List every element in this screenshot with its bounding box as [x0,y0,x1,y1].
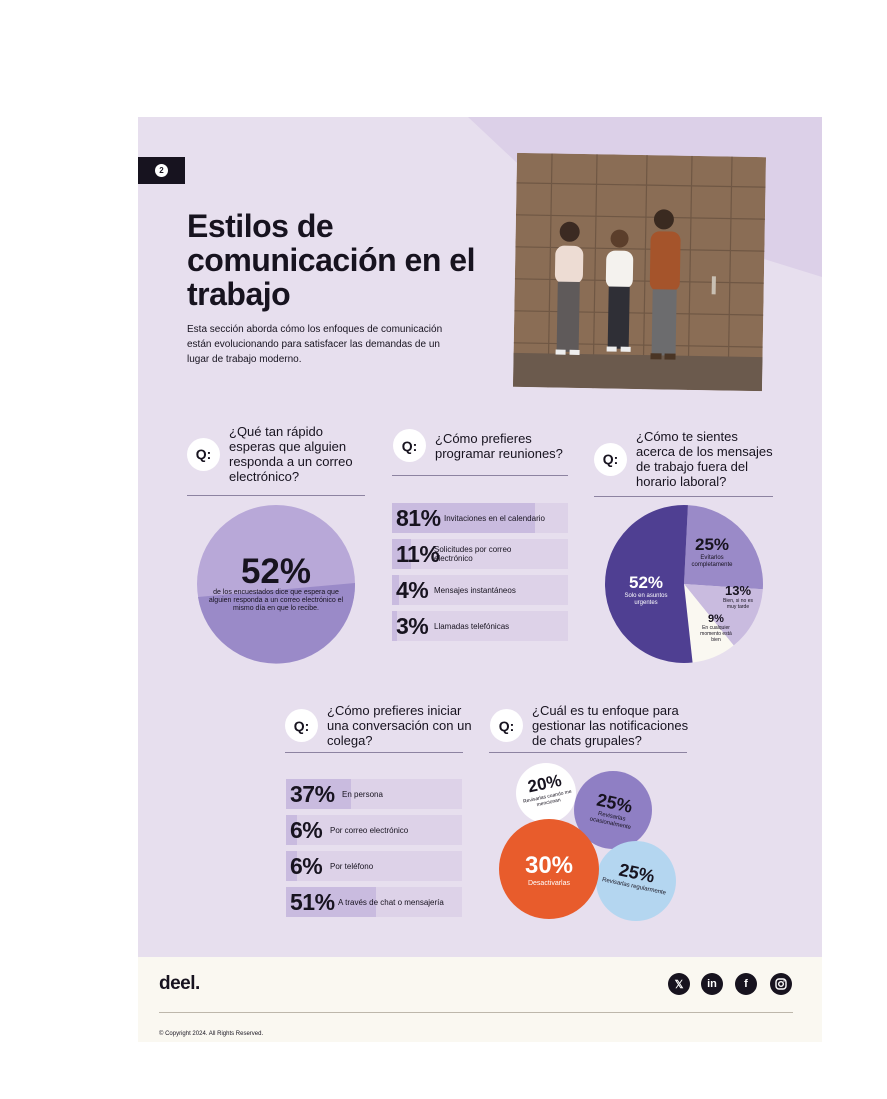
q2-bar-row: 4% Mensajes instantáneos [392,575,568,605]
page-number: 2 [155,164,168,177]
q2-bar-pct: 4% [396,577,429,603]
q3-slice-3-text: 13% Bien, si no es muy tarde [720,583,756,610]
q5-bubble-4 [596,841,676,921]
q3-header: Q: ¿Cómo te sientes acerca de los mensaj… [594,429,776,489]
q1-header: Q: ¿Qué tan rápido esperas que alguien r… [187,424,359,484]
q4-bar-row: 37% En persona [286,779,462,809]
q2-divider [392,475,568,476]
q5-question: ¿Cuál es tu enfoque para gestionar las n… [532,703,689,748]
q1-question: ¿Qué tan rápido esperas que alguien resp… [229,424,353,484]
page-number-badge: 2 [138,157,185,184]
q4-bar-fill [286,815,297,845]
q4-header: Q: ¿Cómo prefieres iniciar una conversac… [285,703,477,748]
q3-slice-4-pct: 9% [708,613,724,625]
q2-bar-fill [392,575,400,605]
q2-bar-label: Invitaciones en el calendario [444,513,545,523]
q4-bar-fill [286,851,297,881]
q4-bar-pct: 6% [290,853,323,879]
q5-bubble-2 [574,771,652,849]
q3-slice-3-pct: 13% [724,583,752,598]
q3-pie-slice [605,505,693,663]
x-icon[interactable]: 𝕏 [668,973,690,995]
q3-slice-4-label: En cualquier momento está bien [700,625,732,643]
q4-bar-label: Por correo electrónico [330,825,409,835]
q1-circle-chart: 52% [197,505,356,664]
q2-badge: Q: [393,429,426,462]
q4-divider [285,752,463,753]
footer: deel. 𝕏 in f © Copyright 2024. All Right… [138,957,822,1042]
q2-bar-row: 3% Llamadas telefónicas [392,611,568,641]
q3-slice-4-text: 9% En cualquier momento está bien [698,613,734,643]
q1-badge: Q: [187,437,220,471]
q5-badge: Q: [490,709,523,742]
q2-header: Q: ¿Cómo prefieres programar reuniones? [393,429,565,462]
q2-bar-fill [392,611,398,641]
q2-bar-label: Llamadas telefónicas [434,621,510,631]
q4-bar-fill [286,887,376,917]
infographic-page: 2 Estilos de comunicación en el trabajo … [138,117,822,957]
q3-pie-slice [684,584,763,646]
q3-badge: Q: [594,442,627,476]
q3-slice-2-label: Evítarlos completamente [691,555,733,568]
q3-slice-3-label: Bien, si no es muy tarde [722,598,754,610]
office-photo [512,152,767,392]
q4-bar-pct: 6% [290,817,323,843]
q4-bar-row: 6% Por correo electrónico [286,815,462,845]
q3-question: ¿Cómo te sientes acerca de los mensajes … [636,429,773,489]
q5-bubble-3-label: Desactivarlas [527,880,570,887]
q3-slice-2-pct: 25% [694,535,730,554]
q2-bar-pct: 81% [396,505,441,531]
q2-bar-pct: 11% [396,541,440,567]
intro-text: Esta sección aborda cómo los enfoques de… [187,324,443,365]
copyright-text: © Copyright 2024. All Rights Reserved. [159,1031,264,1037]
q1-caption: de los encuestados dice que espera que a… [208,589,344,612]
q3-pie-slice [684,505,763,590]
q2-question: ¿Cómo prefieres programar reuniones? [435,430,563,461]
page-title: Estilos de comunicación en el trabajo [187,208,475,312]
q2-bar-fill [392,503,535,533]
q1-divider [187,495,365,496]
q2-bar-pct: 3% [396,613,429,639]
q5-divider [489,752,687,753]
q2-bar-row: 81% Invitaciones en el calendario [392,503,568,533]
q3-slice-1-label: Solo en asuntos urgentes [624,593,668,606]
q2-bar-label: Mensajes instantáneos [434,585,516,595]
q3-slice-1-text: 52% Solo en asuntos urgentes [613,573,679,607]
q4-bar-label: En persona [342,789,383,799]
q4-badge: Q: [285,709,318,742]
q4-bar-fill [286,779,352,809]
q5-bubble-3-pct: 30% [524,852,574,879]
q5-bubble-1 [516,763,576,823]
q4-bar-row: 6% Por teléfono [286,851,462,881]
q1-value: 52% [241,552,311,591]
footer-divider [159,1012,793,1013]
q4-bar-pct: 51% [290,889,335,915]
q4-bar-row: 51% A través de chat o mensajería [286,887,462,917]
linkedin-icon[interactable]: in [701,973,723,995]
q5-bubble-chart [499,763,676,921]
q5-header: Q: ¿Cuál es tu enfoque para gestionar la… [490,703,692,748]
q3-slice-2-text: 25% Evítarlos completamente [684,535,740,569]
q2-bar-row: 11% Solicitudes por correo electrónico [392,539,568,569]
q4-question: ¿Cómo prefieres iniciar una conversación… [327,703,472,748]
q5-bubble-3-text: 30% Desactivarlas [509,852,589,888]
q2-bar-label: Solicitudes por correo electrónico [434,545,512,563]
q4-bar-label: A través de chat o mensajería [338,897,444,907]
instagram-icon[interactable] [770,973,792,995]
q3-pie-chart [605,505,763,663]
q3-pie-slice [684,584,734,663]
q4-bar-label: Por teléfono [330,861,374,871]
q3-divider [594,496,773,497]
q2-bar-fill [392,539,412,569]
facebook-icon[interactable]: f [735,973,757,995]
q3-slice-1-pct: 52% [628,573,664,592]
q5-bubble-3 [499,819,599,919]
q4-bar-pct: 37% [290,781,335,807]
deel-logo: deel. [159,973,200,994]
